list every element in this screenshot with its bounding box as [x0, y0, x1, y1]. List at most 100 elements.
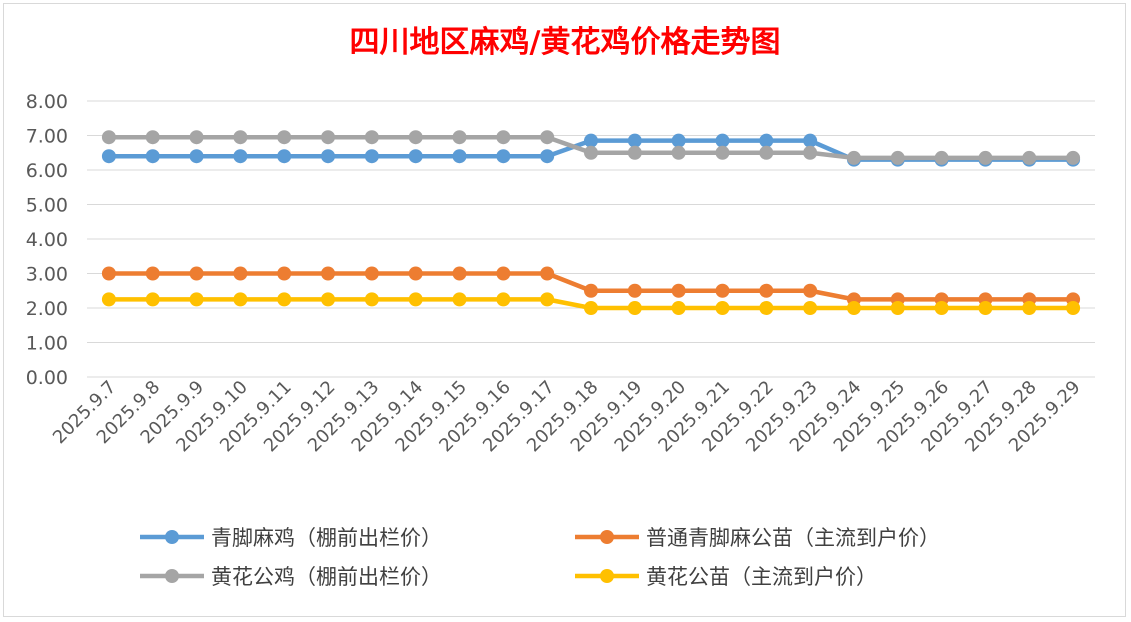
- data-point: [1022, 150, 1037, 165]
- data-point: [671, 301, 686, 315]
- legend-label: 黄花公苗（主流到户价）: [646, 565, 877, 589]
- data-point: [364, 149, 379, 164]
- data-point: [233, 292, 248, 307]
- data-point: [803, 301, 818, 315]
- data-point: [189, 292, 204, 307]
- data-point: [846, 301, 861, 315]
- data-point: [145, 130, 160, 145]
- legend-marker: [165, 569, 179, 583]
- data-point: [540, 149, 555, 164]
- data-point: [496, 266, 511, 281]
- data-point: [496, 130, 511, 145]
- data-point: [584, 283, 598, 298]
- data-point: [803, 133, 818, 148]
- data-point: [934, 301, 949, 315]
- y-tick-label: 5.00: [26, 195, 68, 217]
- legend-item-3: 黄花公苗（主流到户价）: [575, 565, 877, 589]
- grid-lines: [87, 100, 1095, 378]
- data-point: [452, 130, 467, 145]
- data-point: [627, 133, 642, 148]
- data-point: [715, 301, 730, 315]
- data-point: [101, 149, 116, 164]
- data-point: [452, 292, 467, 307]
- data-point: [189, 130, 204, 145]
- data-point: [233, 149, 248, 164]
- data-point: [321, 266, 336, 281]
- data-point: [715, 133, 730, 148]
- data-point: [408, 130, 423, 145]
- data-point: [496, 292, 511, 307]
- data-point: [759, 133, 774, 148]
- legend: 青脚麻鸡（棚前出栏价） 普通青脚麻公苗（主流到户价） 黄花公鸡（棚前出栏价） 黄花公苗…: [140, 526, 940, 589]
- legend-item-0: 青脚麻鸡（棚前出栏价）: [140, 526, 442, 550]
- data-point: [540, 292, 555, 307]
- data-point: [277, 292, 292, 307]
- data-point: [408, 149, 423, 164]
- data-point: [408, 292, 423, 307]
- data-point: [671, 133, 686, 148]
- y-tick-label: 0.00: [26, 367, 68, 389]
- series-1: [101, 266, 1081, 307]
- legend-item-2: 黄花公鸡（棚前出栏价）: [140, 565, 442, 589]
- data-point: [715, 145, 730, 160]
- data-point: [890, 150, 905, 165]
- data-point: [584, 145, 598, 160]
- data-point: [715, 283, 730, 298]
- data-point: [321, 130, 336, 145]
- data-point: [452, 266, 467, 281]
- data-point: [277, 266, 292, 281]
- data-point: [978, 301, 993, 315]
- data-point: [452, 149, 467, 164]
- data-point: [890, 301, 905, 315]
- data-point: [759, 283, 774, 298]
- data-point: [364, 292, 379, 307]
- data-point: [408, 266, 423, 281]
- data-point: [759, 301, 774, 315]
- chart-title: 四川地区麻鸡/黄花鸡价格走势图: [350, 25, 781, 60]
- legend-item-1: 普通青脚麻公苗（主流到户价）: [575, 526, 940, 550]
- y-tick-label: 6.00: [26, 160, 68, 182]
- data-point: [233, 130, 248, 145]
- legend-label: 黄花公鸡（棚前出栏价）: [211, 565, 442, 589]
- data-point: [321, 149, 336, 164]
- data-point: [364, 266, 379, 281]
- data-point: [803, 145, 818, 160]
- legend-label: 普通青脚麻公苗（主流到户价）: [646, 526, 940, 550]
- data-point: [1066, 301, 1081, 315]
- y-tick-label: 7.00: [26, 126, 68, 148]
- data-point: [189, 266, 204, 281]
- data-point: [101, 266, 116, 281]
- series-group: [101, 130, 1081, 315]
- legend-label: 青脚麻鸡（棚前出栏价）: [211, 526, 442, 550]
- data-point: [496, 149, 511, 164]
- y-tick-label: 1.00: [26, 333, 68, 355]
- data-point: [540, 266, 555, 281]
- series-2: [101, 130, 1081, 165]
- data-point: [978, 150, 993, 165]
- data-point: [671, 145, 686, 160]
- data-point: [145, 149, 160, 164]
- y-tick-label: 4.00: [26, 229, 68, 251]
- data-point: [759, 145, 774, 160]
- legend-marker: [600, 569, 614, 583]
- data-point: [584, 133, 598, 148]
- data-point: [934, 150, 949, 165]
- data-point: [1066, 150, 1081, 165]
- data-point: [671, 283, 686, 298]
- y-tick-label: 2.00: [26, 298, 68, 320]
- data-point: [101, 130, 116, 145]
- data-point: [846, 150, 861, 165]
- data-point: [584, 301, 598, 315]
- data-point: [101, 292, 116, 307]
- data-point: [1022, 301, 1037, 315]
- data-point: [189, 149, 204, 164]
- series-3: [101, 292, 1081, 315]
- data-point: [277, 130, 292, 145]
- y-axis: 0.00 1.00 2.00 3.00 4.00 5.00 6.00 7.00 8.00: [26, 91, 68, 389]
- data-point: [803, 283, 818, 298]
- data-point: [145, 292, 160, 307]
- legend-marker: [165, 530, 179, 544]
- data-point: [145, 266, 160, 281]
- y-tick-label: 8.00: [26, 91, 68, 113]
